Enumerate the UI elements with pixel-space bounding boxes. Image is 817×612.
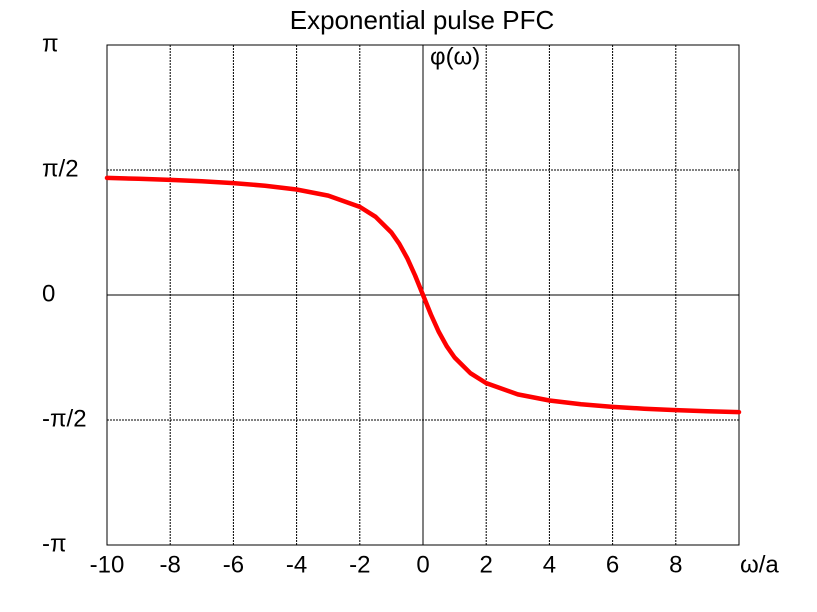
x-tick-label: -2 bbox=[349, 551, 370, 578]
y-tick-label: π bbox=[42, 30, 59, 57]
y-axis-label: φ(ω) bbox=[430, 43, 480, 70]
plot-frame bbox=[106, 44, 740, 546]
x-tick-label: 2 bbox=[480, 551, 493, 578]
x-tick-label: 4 bbox=[543, 551, 556, 578]
x-tick-label: -8 bbox=[160, 551, 181, 578]
chart-title: Exponential pulse PFC bbox=[290, 5, 554, 35]
x-tick-label: 6 bbox=[606, 551, 619, 578]
x-tick-label: 0 bbox=[416, 551, 429, 578]
x-tick-label: 8 bbox=[669, 551, 682, 578]
y-tick-label: π/2 bbox=[42, 155, 79, 182]
data-line bbox=[104, 175, 742, 415]
x-tick-label: -4 bbox=[286, 551, 307, 578]
x-axis-label: ω/a bbox=[740, 551, 779, 578]
y-tick-label: 0 bbox=[42, 280, 55, 307]
x-tick-label: -10 bbox=[90, 551, 125, 578]
x-tick-label: -6 bbox=[223, 551, 244, 578]
y-tick-label: -π/2 bbox=[42, 405, 87, 432]
y-tick-label: -π bbox=[42, 530, 67, 557]
